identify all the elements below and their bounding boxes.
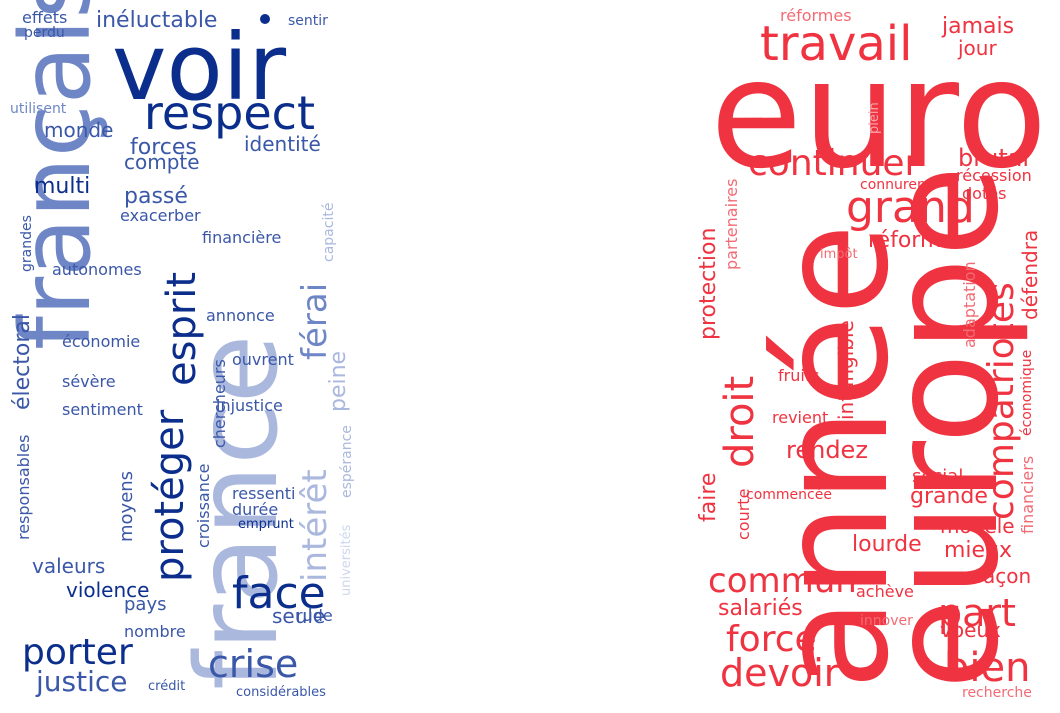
left-word-seule: seule [272,604,326,628]
left-word-passe: passé [124,184,188,209]
left-word-capacite: capacité [321,202,337,262]
left-word-respect: respect [144,86,315,140]
right-word-commencee: commencée [746,487,832,503]
left-word-annonce: annonce [206,306,275,325]
right-word-devoir: devoir [720,651,840,695]
word-cloud-right: euro année europe travail réformes jamais jour… [680,0,1060,713]
right-word-brutal: brutal [958,144,1030,172]
right-word-jamais: jamais [942,14,1015,39]
left-word-peine: peine [326,350,351,412]
right-word-dotes: dotés [962,184,1007,203]
right-word-bien: bien [944,645,1031,691]
left-word-moyens: moyens [116,470,137,542]
right-word-partenaires: partenaires [722,178,741,270]
right-word-grand: grand [846,182,975,233]
right-word-revient: revient [772,408,829,427]
left-word-universites: universités [339,524,354,596]
left-word-identite: identité [244,132,321,156]
right-word-connurent: connurent [860,177,932,193]
left-word-forces: forces [130,135,197,160]
right-word-voeux: voeux [940,618,1001,642]
right-word-commun: commun [708,561,857,601]
left-word-chercheurs: chercheurs [210,359,229,448]
right-word-fruits: fruits [778,366,820,385]
left-word-interet: intérêt [295,469,335,582]
right-word-modele: modèle [940,514,1015,538]
left-word-nombre: nombre [124,622,186,641]
left-word-responsables: responsables [14,434,33,540]
right-word-mieux: mieux [944,538,1013,563]
left-word-electoral: électoral [10,313,35,410]
right-word-economique: économique [1019,349,1035,436]
left-word-sentir: sentir [288,13,328,29]
left-word-emprunt: emprunt [238,517,294,532]
right-word-impot: impôt [820,247,858,262]
left-word-economie: économie [62,332,141,351]
right-word-facon: façon [976,564,1032,588]
right-word-grande: grande [910,484,988,509]
right-word-adaptation: adaptation [960,261,979,348]
right-word-social: social [912,466,964,487]
right-word-droit: droit [717,375,763,468]
left-word-ineluctable: inéluctable [96,8,218,33]
right-word-travail: travail [760,16,913,72]
right-word-jour: jour [958,36,997,60]
left-word-sentiment: sentiment [62,400,143,419]
left-word-ouvrent: ouvrent [232,350,294,369]
left-word-esprit: esprit [159,271,205,386]
left-word-croissance: croissance [194,463,213,548]
left-cloud-dot-mark [260,14,270,24]
left-word-credit: crédit [148,679,186,694]
left-word-porter: porter [22,632,133,673]
right-word-defendra: défendra [1018,229,1042,320]
right-word-continuer: continuer [748,143,920,184]
right-word-acheve: achève [856,582,914,601]
right-word-reforme: réforme [868,228,955,253]
left-word-utilisent: utilisent [10,101,67,117]
left-word-violence: violence [66,578,150,602]
left-word-perdu: perdu [24,25,65,41]
left-word-effets: effets [22,8,68,27]
left-word-justice: justice [36,665,128,698]
left-word-duree: durée [232,500,279,519]
left-word-rude: rude [296,606,333,625]
left-word-grandes: grandes [19,215,35,272]
left-word-face: face [232,568,326,619]
right-word-innover: innover [860,613,913,629]
right-word-euro: euro [710,28,1048,202]
left-word-ressenti: ressenti [232,484,296,503]
left-word-exacerber: exacerber [120,206,201,225]
right-word-faire: faire [696,472,721,522]
right-word-plein: plein [867,102,882,134]
right-word-force: force [726,619,817,660]
right-word-financiers: financiers [1018,455,1037,534]
right-word-part: part [938,591,1016,635]
right-word-compatriotes: compatriotes [981,282,1022,520]
right-word-intangible: intangible [834,320,858,420]
left-word-financiere: financière [202,228,282,247]
left-word-injustice: injustice [216,396,283,415]
left-word-compte: compte [124,150,200,174]
left-word-ferai: férai [295,282,335,360]
left-word-pays: pays [124,594,167,615]
left-word-esperance: espérance [339,425,355,498]
left-word-autonomes: autonomes [52,260,142,279]
left-word-proteger: protéger [147,409,193,582]
right-word-protection: protection [696,227,721,340]
left-word-valeurs: valeurs [32,554,106,578]
right-word-reformes: réformes [780,6,852,25]
left-word-monde: monde [44,118,114,142]
left-word-multi: multi [34,174,91,199]
right-word-recherche: recherche [962,685,1032,701]
left-word-voir: voir [112,14,287,121]
left-word-crise: crise [208,642,299,686]
left-word-considerables: considérables [236,685,326,700]
right-word-salaries: salariés [718,596,803,621]
right-word-recession: récession [956,166,1032,185]
word-cloud-left: voir français france respect face crise porter… [0,0,380,713]
right-word-lourde: lourde [852,532,922,557]
left-word-severe: sévère [62,372,116,391]
right-word-rendez: rendez [786,436,868,464]
